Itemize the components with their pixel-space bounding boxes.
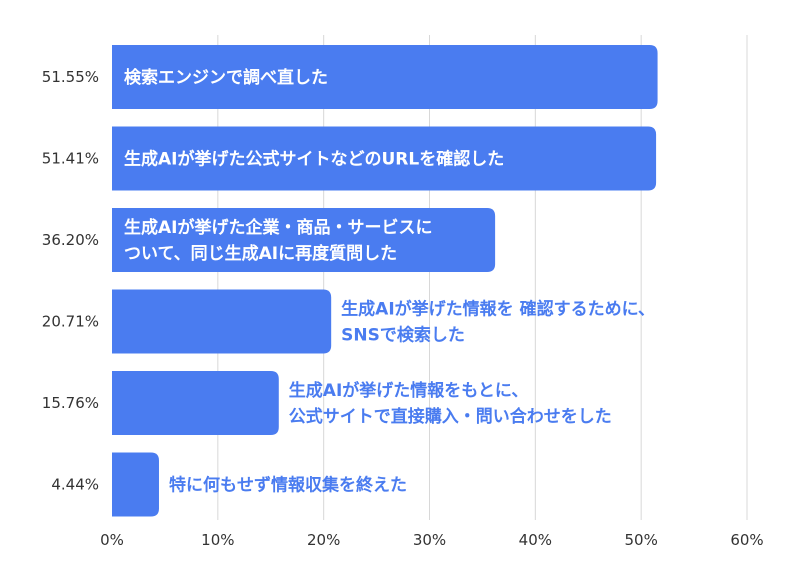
bar: [112, 208, 496, 272]
category-label: ついて、同じ生成AIに再度質問した: [124, 243, 397, 264]
x-tick-label: 50%: [624, 531, 657, 549]
category-label: SNSで検索した: [341, 325, 465, 346]
bar: [112, 371, 279, 435]
x-tick-label: 40%: [519, 531, 552, 549]
bar: [112, 289, 332, 354]
bar: [112, 452, 159, 517]
value-label: 51.41%: [42, 150, 99, 168]
value-label: 20.71%: [42, 313, 99, 331]
x-tick-label: 30%: [413, 531, 446, 549]
x-tick-label: 20%: [307, 531, 340, 549]
bar: [112, 45, 658, 109]
x-tick-label: 10%: [201, 531, 234, 549]
value-label: 51.55%: [42, 68, 99, 86]
bar: [112, 126, 657, 191]
x-tick-label: 60%: [730, 531, 763, 549]
category-label: 生成AIが挙げた公式サイトなどのURLを確認した: [124, 149, 504, 170]
category-label: 公式サイトで直接購入・問い合わせをした: [289, 406, 612, 427]
category-label: 生成AIが挙げた情報を 確認するために、: [341, 299, 655, 320]
x-tick-label: 0%: [100, 531, 124, 549]
category-label: 検索エンジンで調べ直した: [124, 67, 328, 88]
value-label: 15.76%: [42, 394, 99, 412]
category-label: 特に何もせず情報収集を終えた: [169, 475, 407, 496]
category-label: 生成AIが挙げた企業・商品・サービスに: [124, 217, 432, 238]
value-label: 36.20%: [42, 231, 99, 249]
category-label: 生成AIが挙げた情報をもとに、: [289, 380, 529, 401]
value-label: 4.44%: [51, 476, 99, 494]
